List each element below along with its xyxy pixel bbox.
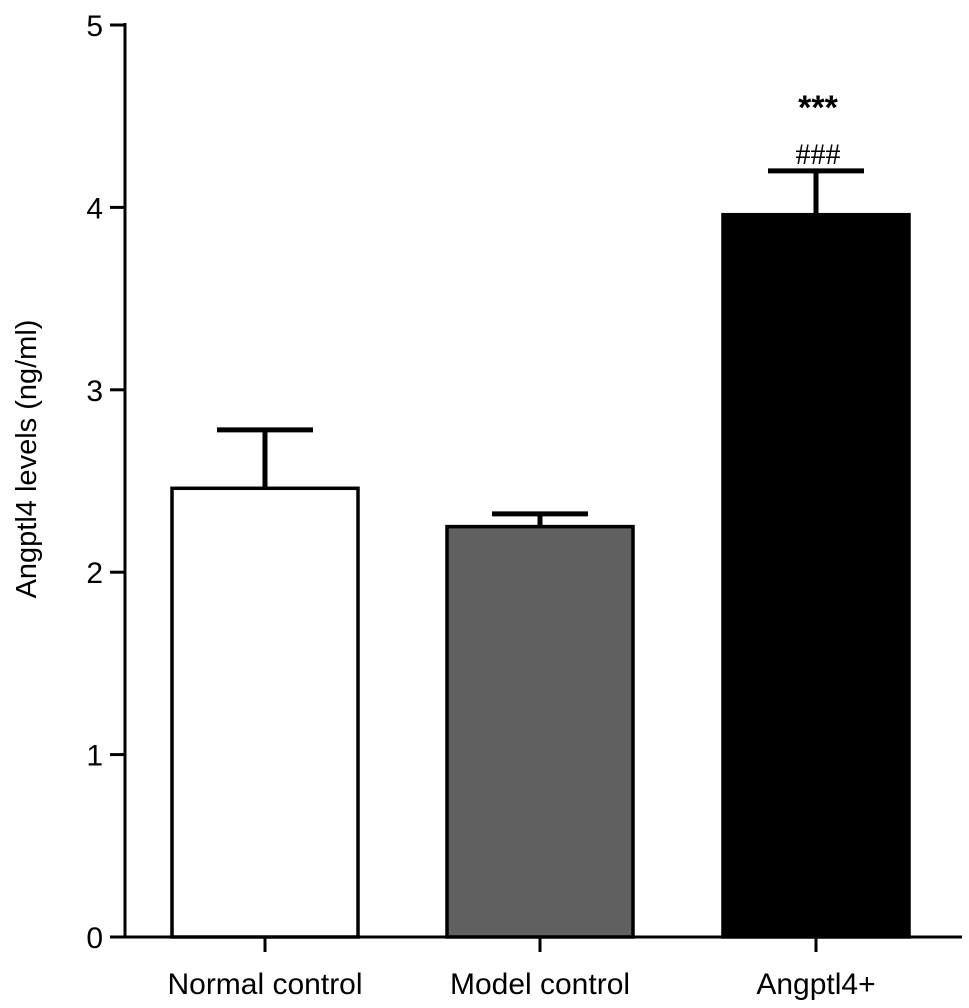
x-tick-label-1: Model control	[450, 968, 630, 1001]
bar-0	[170, 486, 360, 939]
y-tick-label-3: 3	[86, 375, 103, 408]
y-axis-label: Angptl4 levels (ng/ml)	[11, 320, 43, 599]
x-tick-label-0: Normal control	[167, 968, 362, 1001]
axes-layer	[110, 23, 962, 952]
bar-2	[721, 212, 911, 939]
error-bars-layer	[217, 168, 864, 527]
error-bar-0	[217, 427, 313, 489]
y-tick-label-0: 0	[86, 922, 103, 955]
y-tick-label-2: 2	[86, 557, 103, 590]
significance-hash-label: ###	[796, 138, 841, 171]
bar-1	[445, 524, 635, 939]
x-tick-label-2: Angptl4+	[756, 968, 875, 1001]
y-tick-label-4: 4	[86, 192, 103, 225]
significance-star-label: ***	[798, 89, 838, 127]
error-bar-1	[492, 511, 588, 527]
error-bar-2	[768, 168, 864, 215]
y-tick-label-5: 5	[86, 10, 103, 43]
bars-layer	[170, 212, 911, 939]
y-tick-label-1: 1	[86, 740, 103, 773]
labels-layer: 0 1 2 3 4 5 Normal control Model control Angptl4…	[11, 10, 876, 1001]
